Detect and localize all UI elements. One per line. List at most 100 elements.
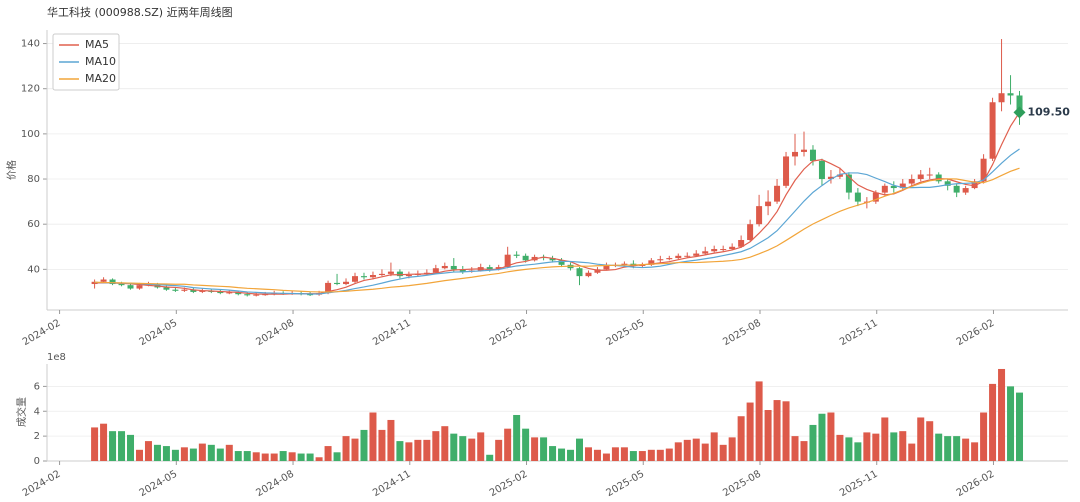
candle-body [854,192,861,202]
candle-body [836,174,843,177]
volume-bar [324,446,332,461]
volume-bar [288,452,296,461]
volume-bar [261,453,269,461]
candle-body [675,255,682,259]
candle-body [729,246,736,250]
candle-body [522,255,529,261]
x-tick-label: 2024-05 [138,318,180,348]
volume-bar [800,441,808,461]
volume-bar [171,449,179,461]
volume-bar [450,433,458,461]
volume-bar [459,436,467,461]
volume-bar [531,437,539,461]
candle-body [926,174,933,176]
volume-bar [405,442,413,461]
legend-label: MA10 [85,55,116,68]
candle-body [800,149,807,152]
volume-bar [674,442,682,461]
x-tick-label: 2026-02 [955,318,997,348]
candle-body [917,174,924,180]
volume-bar [396,441,404,461]
candle-body [693,253,700,256]
x-tick-label: 2024-11 [371,318,413,348]
volume-bar [109,431,117,461]
volume-bar [953,436,961,461]
candle-body [881,185,888,193]
volume-bar [629,451,637,461]
x-tick-label: 2024-05 [138,469,180,499]
volume-bar [980,412,988,461]
volume-bar [755,381,763,461]
candle-body [549,258,556,261]
volume-bar [665,448,673,461]
x-tick-label: 2026-02 [955,469,997,499]
x-tick-label: 2024-02 [21,318,63,348]
volume-bar [692,438,700,461]
volume-bar [602,453,610,461]
y-tick-label: 60 [27,219,40,230]
candle-body [486,267,493,270]
volume-bar [369,412,377,461]
candle-body [244,294,251,296]
candle-body [343,281,350,285]
volume-bar [728,437,736,461]
volume-bar [1016,392,1024,461]
volume-bar [593,449,601,461]
x-tick-label: 2025-02 [488,469,530,499]
volume-bar [243,451,251,461]
volume-bar [414,439,422,461]
candle-body [971,181,978,189]
volume-bar [926,421,934,461]
volume-bar [890,432,898,461]
candle-body [809,149,816,161]
candle-body [432,268,439,273]
ma-line [94,167,1020,293]
volume-bar [638,451,646,461]
candle-body [711,249,718,252]
candle-body [720,249,727,251]
volume-bar [234,451,242,461]
candle-body [738,240,745,247]
candle-body [396,271,403,277]
volume-bar [737,416,745,461]
y-tick-label: 40 [27,264,40,275]
candle-body [253,294,260,296]
volume-bar [118,431,126,461]
volume-bar [791,436,799,461]
candle-body [953,185,960,193]
volume-bar [746,402,754,461]
volume-bar [899,431,907,461]
ma-line [94,112,1021,295]
candle-body [648,260,655,265]
candle-body [378,273,385,275]
volume-bar [252,452,260,461]
volume-bar [944,436,952,461]
candle-body [774,185,781,202]
legend-label: MA5 [85,38,109,51]
candle-body [405,275,412,277]
candle-body [989,102,996,159]
volume-bar [360,429,368,461]
candle-body [1007,93,1014,96]
candle-body [100,279,107,282]
candle-body [235,292,242,295]
volume-bar [845,437,853,461]
volume-bar [908,443,916,461]
volume-bar [962,438,970,461]
candle-body [827,176,834,180]
x-tick-label: 2024-08 [254,318,296,348]
volume-bar [576,438,584,461]
candle-body [792,151,799,157]
volume-bar [558,448,566,461]
last-price-marker [1013,106,1026,119]
x-tick-label: 2025-08 [721,318,763,348]
volume-bar [998,368,1006,461]
candle-body [935,174,942,182]
candle-body [899,183,906,189]
candle-body [360,276,367,278]
candle-body [998,93,1005,103]
volume-bar [306,453,314,461]
x-tick-label: 2025-02 [488,318,530,348]
volume-bar [180,447,188,461]
